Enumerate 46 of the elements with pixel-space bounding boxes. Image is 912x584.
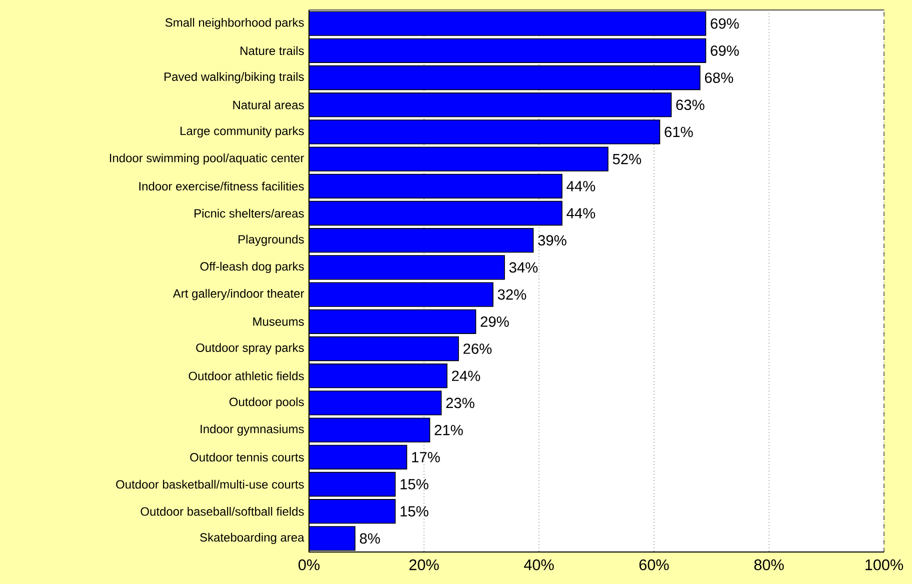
y-tick-label: Off-leash dog parks bbox=[200, 262, 304, 274]
data-label: 69% bbox=[710, 18, 739, 29]
y-tick-label: Outdoor pools bbox=[229, 397, 304, 409]
x-tick-label: 100% bbox=[866, 559, 904, 570]
y-tick-label: Indoor exercise/fitness facilities bbox=[139, 182, 304, 191]
data-label: 34% bbox=[509, 262, 538, 273]
data-label: 23% bbox=[446, 398, 474, 408]
y-tick-label: Large community parks bbox=[180, 126, 304, 138]
data-label: 8% bbox=[360, 533, 380, 544]
y-tick-label: Small neighborhood parks bbox=[165, 18, 304, 30]
data-label: 32% bbox=[498, 289, 526, 300]
data-label: 15% bbox=[400, 479, 428, 490]
x-tick-label: 20% bbox=[409, 559, 439, 570]
y-tick-label: Paved walking/biking trails bbox=[164, 72, 304, 84]
x-tick-label: 60% bbox=[639, 559, 669, 570]
data-label: 15% bbox=[400, 506, 428, 517]
data-label: 68% bbox=[705, 72, 734, 83]
y-tick-label: Museums bbox=[253, 317, 304, 326]
x-tick-label: 0% bbox=[298, 559, 320, 570]
y-tick-label: Outdoor tennis courts bbox=[190, 452, 304, 462]
data-label: 63% bbox=[676, 100, 704, 110]
y-tick-label: Natural areas bbox=[233, 100, 304, 110]
y-tick-label: Art gallery/indoor theater bbox=[172, 288, 304, 300]
y-tick-label: Outdoor baseball/softball fields bbox=[140, 506, 304, 516]
y-tick-label: Skateboarding area bbox=[200, 532, 304, 544]
data-label: 44% bbox=[566, 208, 596, 218]
y-tick-label: Nature trails bbox=[240, 46, 304, 56]
x-tick-label: 40% bbox=[524, 559, 554, 570]
y-tick-label: Picnic shelters/areas bbox=[194, 208, 304, 218]
data-label: 24% bbox=[452, 370, 480, 382]
x-tick-label: 80% bbox=[754, 559, 784, 570]
y-tick-label: Outdoor basketball/multi-use courts bbox=[116, 480, 304, 489]
y-tick-label: Indoor swimming pool/aquatic center bbox=[110, 153, 304, 165]
y-tick-label: Indoor gymnasiums bbox=[200, 424, 304, 436]
data-label: 44% bbox=[566, 181, 596, 192]
data-label: 61% bbox=[664, 126, 693, 138]
y-tick-label: Outdoor spray parks bbox=[196, 343, 304, 354]
y-tick-label: Playgrounds bbox=[238, 234, 304, 246]
data-label: 69% bbox=[710, 45, 739, 56]
data-label: 52% bbox=[612, 154, 642, 164]
data-label: 26% bbox=[464, 344, 492, 354]
data-label: 21% bbox=[434, 424, 463, 436]
y-tick-label: Outdoor athletic fields bbox=[188, 371, 304, 380]
data-label: 29% bbox=[480, 316, 509, 327]
data-label: 39% bbox=[538, 235, 566, 246]
data-label: 17% bbox=[412, 452, 440, 462]
